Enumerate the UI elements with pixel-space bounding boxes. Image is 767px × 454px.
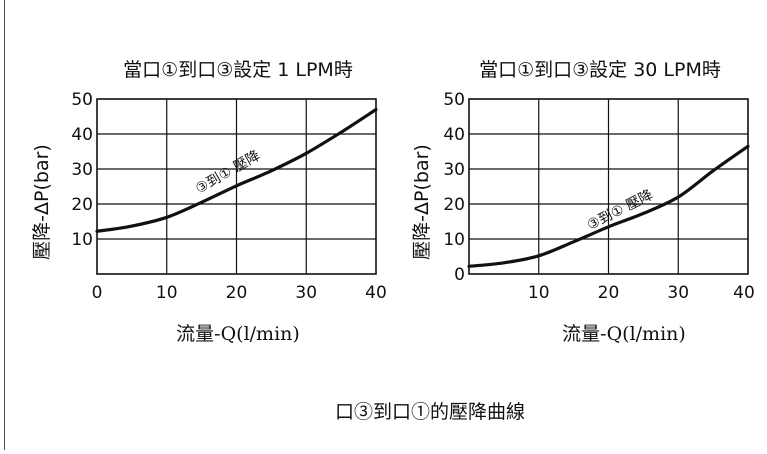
chart-2-x-tick-label: 30	[667, 283, 689, 303]
chart-1-plot-frame	[96, 98, 377, 275]
chart-2-series-label: ③到① 壓降	[585, 187, 656, 234]
figure-caption: 口③到口①的壓降曲線	[335, 401, 525, 423]
chart-2-origin-tick-label: 0	[454, 265, 465, 285]
chart-1-title: 當口①到口③設定 1 LPM時	[123, 59, 353, 81]
chart-1-y-tick-label: 30	[71, 160, 93, 180]
chart-2: 當口①到口③設定 30 LPM時 壓降-ΔP(bar) 流量-Q(l/min) …	[411, 59, 755, 345]
chart-1: 當口①到口③設定 1 LPM時 壓降-ΔP(bar) 流量-Q(l/min) 0…	[31, 59, 387, 345]
chart-2-x-axis-label: 流量-Q(l/min)	[562, 323, 686, 345]
left-border-line	[4, 0, 5, 450]
chart-1-y-axis-label: 壓降-ΔP(bar)	[31, 144, 53, 260]
chart-2-y-tick-label: 40	[443, 125, 465, 145]
chart-1-x-tick-label: 40	[365, 283, 387, 303]
chart-1-series-line	[95, 107, 378, 233]
chart-2-plot-frame	[468, 98, 749, 275]
chart-1-x-tick-label: 30	[295, 283, 317, 303]
chart-1-x-axis-label: 流量-Q(l/min)	[176, 323, 300, 345]
chart-1-x-tick-label: 20	[226, 283, 248, 303]
chart-2-y-tick-label: 10	[443, 230, 465, 250]
chart-1-x-tick-label: 0	[92, 283, 103, 303]
chart-1-x-tick-label: 10	[156, 283, 178, 303]
chart-2-y-tick-label: 30	[443, 160, 465, 180]
chart-2-title: 當口①到口③設定 30 LPM時	[479, 59, 721, 81]
chart-1-y-tick-label: 50	[71, 90, 93, 110]
chart-2-y-axis-label: 壓降-ΔP(bar)	[411, 144, 433, 260]
chart-2-x-tick-label: 20	[598, 283, 620, 303]
chart-1-y-tick-label: 40	[71, 125, 93, 145]
chart-2-x-tick-label: 10	[528, 283, 550, 303]
chart-2-x-tick-label: 40	[733, 283, 755, 303]
chart-1-y-tick-label: 10	[71, 230, 93, 250]
chart-2-y-tick-label: 50	[443, 90, 465, 110]
chart-2-y-tick-label: 20	[443, 195, 465, 215]
chart-2-plot-area: 10 20 30 40 10 20 30 40 50 0 ③到① 壓降	[443, 90, 754, 303]
chart-2-series-line	[467, 144, 750, 268]
chart-1-y-tick-label: 20	[71, 195, 93, 215]
